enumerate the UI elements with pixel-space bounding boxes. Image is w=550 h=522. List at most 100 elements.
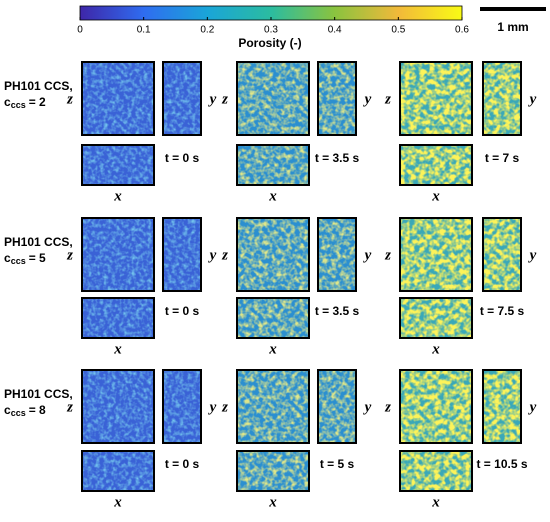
- c-symbol: c: [4, 403, 11, 417]
- panel-frame: [399, 369, 473, 444]
- time-label: t = 5 s: [320, 457, 355, 471]
- scale-bar-label: 1 mm: [497, 20, 528, 34]
- axis-label-x: x: [431, 341, 440, 357]
- panel-frame: [317, 217, 357, 292]
- c-value: = 5: [29, 251, 46, 265]
- panel-frame: [162, 217, 202, 292]
- row-label: PH101 CCS,: [4, 235, 73, 249]
- porosity-texture: [237, 370, 309, 443]
- axis-label-x: x: [113, 494, 122, 510]
- panel-frame: [236, 297, 310, 339]
- porosity-texture: [400, 370, 472, 443]
- axis-label-x: x: [113, 188, 122, 204]
- porosity-texture: [82, 451, 154, 491]
- panel-frame: [236, 217, 310, 292]
- porosity-texture: [318, 370, 356, 443]
- porosity-texture: [237, 145, 309, 185]
- porosity-texture: [483, 370, 521, 443]
- porosity-texture: [318, 62, 356, 135]
- panel-frame: [482, 61, 522, 136]
- time-label: t = 0 s: [165, 457, 200, 471]
- colorbar-tick-label: 0.1: [137, 25, 151, 36]
- axis-label-x: x: [431, 188, 440, 204]
- porosity-texture: [237, 62, 309, 135]
- colorbar-tick-label: 0: [77, 25, 83, 36]
- panel-frame: [399, 144, 473, 186]
- porosity-texture: [400, 218, 472, 291]
- panel-frame: [81, 450, 155, 492]
- axis-label-z: z: [66, 247, 73, 263]
- porosity-texture: [82, 145, 154, 185]
- row-parameter: cccs = 5: [4, 251, 46, 266]
- panel-frame: [81, 297, 155, 339]
- porosity-texture: [82, 62, 154, 135]
- axis-label-z: z: [384, 247, 391, 263]
- porosity-texture: [163, 370, 201, 443]
- colorbar-label: Porosity (-): [238, 36, 301, 50]
- axis-label-y: y: [208, 91, 217, 107]
- panel-frame: [399, 217, 473, 292]
- axis-label-y: y: [528, 399, 537, 415]
- axis-label-z: z: [221, 247, 228, 263]
- time-label: t = 0 s: [165, 304, 200, 318]
- axis-label-x: x: [268, 341, 277, 357]
- axis-label-x: x: [113, 341, 122, 357]
- porosity-texture: [400, 298, 472, 338]
- axis-label-y: y: [208, 247, 217, 263]
- row-label: PH101 CCS,: [4, 79, 73, 93]
- porosity-texture: [483, 62, 521, 135]
- c-value: = 8: [29, 403, 46, 417]
- axis-label-z: z: [384, 91, 391, 107]
- axis-label-z: z: [66, 91, 73, 107]
- colorbar-tick-label: 0.2: [200, 25, 214, 36]
- axis-label-x: x: [431, 494, 440, 510]
- panel-frame: [317, 61, 357, 136]
- row-parameter: cccs = 2: [4, 95, 46, 110]
- row-label: PH101 CCS,: [4, 387, 73, 401]
- panel-frame: [81, 217, 155, 292]
- panel-frame: [81, 369, 155, 444]
- porosity-texture: [400, 62, 472, 135]
- row-parameter: cccs = 8: [4, 403, 46, 418]
- axis-label-x: x: [268, 494, 277, 510]
- time-label: t = 7 s: [485, 151, 520, 165]
- porosity-texture: [400, 451, 472, 491]
- time-label: t = 10.5 s: [476, 457, 527, 471]
- panel-frame: [236, 144, 310, 186]
- c-symbol: c: [4, 251, 11, 265]
- porosity-texture: [163, 62, 201, 135]
- axis-label-z: z: [66, 399, 73, 415]
- axis-label-y: y: [363, 247, 372, 263]
- panel-frame: [236, 61, 310, 136]
- time-label: t = 3.5 s: [315, 304, 360, 318]
- c-value: = 2: [29, 95, 46, 109]
- axis-label-y: y: [528, 247, 537, 263]
- time-label: t = 3.5 s: [315, 151, 360, 165]
- axis-label-y: y: [363, 399, 372, 415]
- porosity-texture: [82, 298, 154, 338]
- c-subscript: ccs: [11, 408, 26, 418]
- porosity-texture: [237, 298, 309, 338]
- axis-label-y: y: [208, 399, 217, 415]
- colorbar-tick-label: 0.3: [264, 25, 278, 36]
- panel-frame: [162, 61, 202, 136]
- panel-frame: [399, 297, 473, 339]
- panel-frame: [399, 450, 473, 492]
- axis-label-z: z: [384, 399, 391, 415]
- time-label: t = 0 s: [165, 151, 200, 165]
- porosity-texture: [483, 218, 521, 291]
- axis-label-z: z: [221, 91, 228, 107]
- panel-frame: [482, 369, 522, 444]
- panel-frame: [81, 61, 155, 136]
- panel-frame: [482, 217, 522, 292]
- porosity-texture: [400, 145, 472, 185]
- panel-frame: [236, 450, 310, 492]
- porosity-texture: [237, 218, 309, 291]
- axis-label-x: x: [268, 188, 277, 204]
- panel-frame: [81, 144, 155, 186]
- axis-label-z: z: [221, 399, 228, 415]
- colorbar-tick-label: 0.5: [391, 25, 405, 36]
- panel-frame: [399, 61, 473, 136]
- porosity-texture: [318, 218, 356, 291]
- panel-frame: [162, 369, 202, 444]
